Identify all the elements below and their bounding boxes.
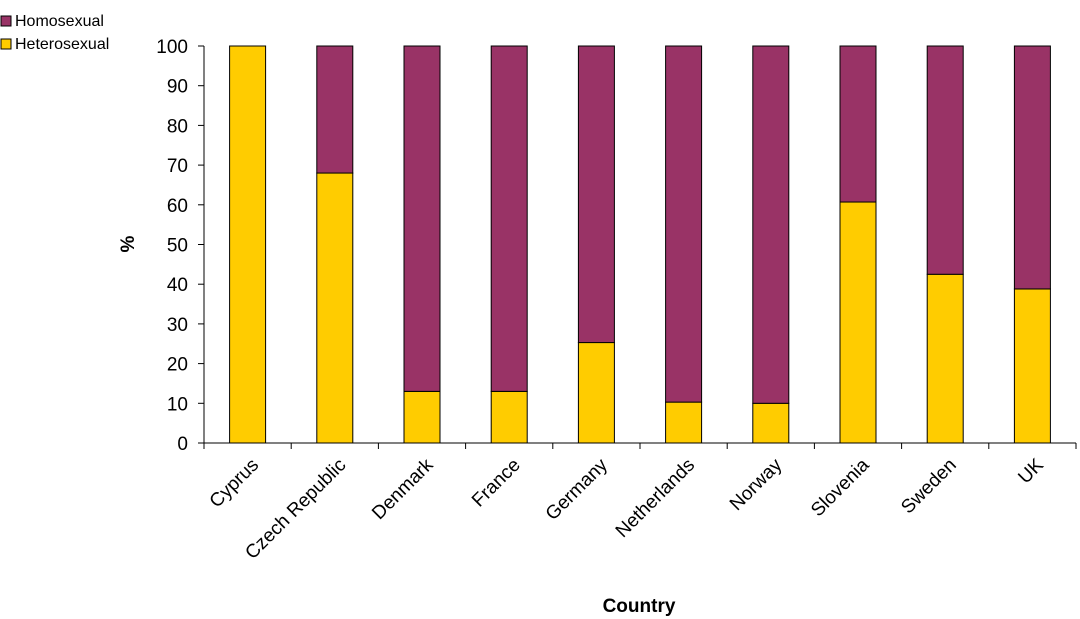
- y-axis-title: %: [118, 235, 139, 252]
- x-category-label: Germany: [542, 454, 612, 524]
- y-tick-label: 10: [167, 394, 188, 415]
- legend-swatch-heterosexual: [0, 38, 12, 50]
- bar-heterosexual-cyprus: [229, 45, 267, 444]
- bar-heterosexual-czech-republic: [316, 172, 354, 444]
- x-category-label: Slovenia: [807, 454, 874, 521]
- bar-homosexual-slovenia: [839, 45, 877, 203]
- bar-homosexual-norway: [752, 45, 790, 404]
- y-tick-label: 60: [167, 196, 188, 217]
- bar-homosexual-sweden: [926, 45, 964, 275]
- y-tick-label: 70: [167, 156, 188, 177]
- x-category-label: Norway: [726, 454, 787, 515]
- x-category-label: Sweden: [897, 455, 960, 518]
- bar-homosexual-denmark: [403, 45, 441, 392]
- bars-layer: [229, 45, 1051, 444]
- bar-heterosexual-sweden: [926, 273, 964, 444]
- bar-homosexual-netherlands: [665, 45, 703, 403]
- y-tick-label: 20: [167, 355, 188, 376]
- bar-heterosexual-france: [490, 390, 528, 444]
- x-category-label: Cyprus: [206, 455, 263, 512]
- bar-heterosexual-germany: [577, 342, 615, 444]
- legend-label-heterosexual: Heterosexual: [15, 36, 109, 53]
- bar-heterosexual-slovenia: [839, 201, 877, 444]
- bar-heterosexual-denmark: [403, 390, 441, 444]
- y-tick-label: 90: [167, 77, 188, 98]
- x-category-label: Denmark: [368, 454, 438, 524]
- bar-heterosexual-uk: [1013, 288, 1051, 444]
- y-tick-label: 40: [167, 275, 188, 296]
- x-category-label: UK: [1014, 454, 1048, 488]
- bar-heterosexual-norway: [752, 402, 790, 444]
- x-category-label: France: [468, 455, 525, 512]
- y-tick-labels: 0 10 20 30 40 50 60 70 80 90 100: [156, 37, 188, 455]
- y-tick-label: 50: [167, 236, 188, 257]
- bar-homosexual-czech-republic: [316, 45, 354, 174]
- bar-homosexual-germany: [577, 45, 615, 344]
- x-axis-title: Country: [603, 596, 676, 617]
- legend-swatch-homosexual: [0, 15, 12, 27]
- bar-heterosexual-netherlands: [665, 401, 703, 444]
- y-tick-label: 100: [156, 37, 188, 58]
- bar-homosexual-uk: [1013, 45, 1051, 290]
- legend-label-homosexual: Homosexual: [15, 13, 104, 30]
- y-tick-label: 80: [167, 116, 188, 137]
- legend: Homosexual Heterosexual: [0, 13, 109, 53]
- y-tick-label: 30: [167, 315, 188, 336]
- x-category-label: Netherlands: [612, 455, 699, 542]
- bar-homosexual-france: [490, 45, 528, 392]
- axes-layer: [198, 45, 1077, 449]
- y-tick-label: 0: [177, 434, 188, 455]
